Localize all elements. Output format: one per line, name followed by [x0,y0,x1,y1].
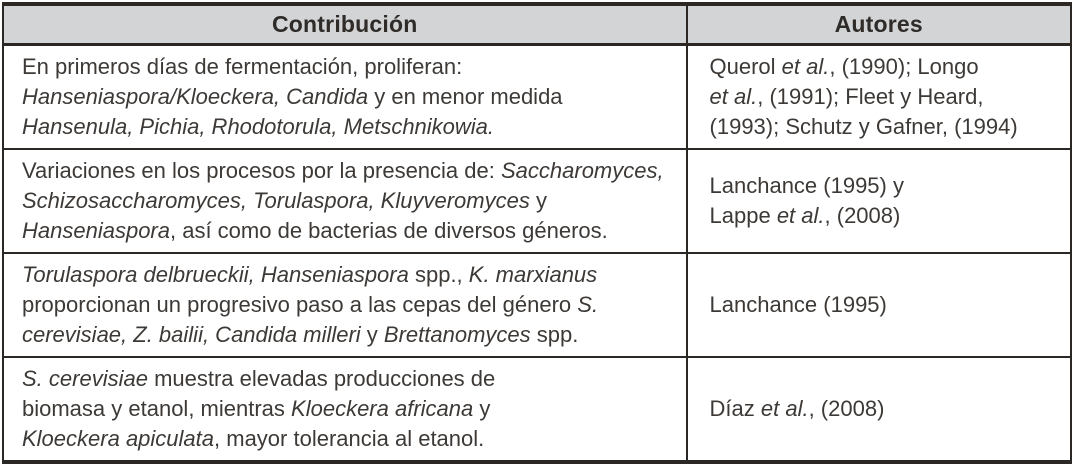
table-row: Torulaspora delbrueckii, Hanseniaspora s… [3,251,1071,357]
contribution-cell: S. cerevisiae muestra elevadas produccio… [3,355,687,462]
header-cell-contribucion: Contribución [3,4,687,46]
authors-cell: Lanchance (1995) y Lappe et al., (2008) [685,147,1071,253]
table-row: Variaciones en los procesos por la prese… [3,147,1071,253]
table-row: S. cerevisiae muestra elevadas produccio… [3,355,1071,462]
contribution-cell: Torulaspora delbrueckii, Hanseniaspora s… [3,251,687,357]
contribution-cell: Variaciones en los procesos por la prese… [3,147,687,253]
authors-cell: Díaz et al., (2008) [685,355,1071,462]
header-cell-autores: Autores [685,4,1071,46]
contribution-cell: En primeros días de fermentación, prolif… [22,53,563,139]
header-row: Contribución Autores [3,4,1071,46]
authors-cell: Lanchance (1995) [685,251,1071,357]
table-row: En primeros días de fermentación, prolif… [3,44,1071,149]
authors-cell: Querol et al., (1990); Longo et al., (19… [685,44,1071,149]
